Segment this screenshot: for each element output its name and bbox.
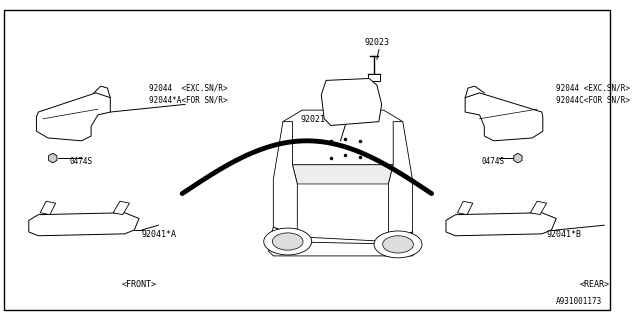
Ellipse shape (264, 228, 312, 255)
Polygon shape (269, 242, 417, 256)
Text: 92044  <EXC.SN/R>: 92044 <EXC.SN/R> (148, 84, 227, 92)
Text: <REAR>: <REAR> (580, 280, 610, 289)
Ellipse shape (383, 236, 413, 253)
Text: 92023: 92023 (364, 38, 389, 47)
Text: 92041*B: 92041*B (547, 230, 582, 239)
Ellipse shape (374, 231, 422, 258)
Polygon shape (458, 201, 473, 215)
Polygon shape (514, 153, 522, 163)
Text: <FRONT>: <FRONT> (122, 280, 157, 289)
Text: 92044*A<FOR SN/R>: 92044*A<FOR SN/R> (148, 95, 227, 104)
Ellipse shape (273, 233, 303, 250)
Text: 92021: 92021 (300, 115, 325, 124)
Polygon shape (321, 78, 381, 125)
Text: 92044C<FOR SN/R>: 92044C<FOR SN/R> (556, 95, 630, 104)
Polygon shape (49, 153, 57, 163)
Polygon shape (273, 122, 298, 237)
Polygon shape (465, 93, 543, 141)
Text: 92044 <EXC.SN/R>: 92044 <EXC.SN/R> (556, 84, 630, 92)
Text: A931001173: A931001173 (556, 297, 602, 306)
Bar (368, 74, 380, 81)
Polygon shape (283, 110, 403, 165)
Polygon shape (29, 213, 139, 236)
Text: 0474S: 0474S (69, 157, 92, 166)
Polygon shape (531, 201, 547, 215)
Polygon shape (113, 201, 129, 215)
Polygon shape (446, 213, 556, 236)
Polygon shape (292, 165, 393, 184)
Polygon shape (388, 122, 412, 242)
Polygon shape (40, 201, 56, 215)
Polygon shape (36, 93, 110, 141)
Text: 0474S: 0474S (481, 157, 504, 166)
Text: 92041*A: 92041*A (142, 230, 177, 239)
Polygon shape (269, 227, 412, 256)
